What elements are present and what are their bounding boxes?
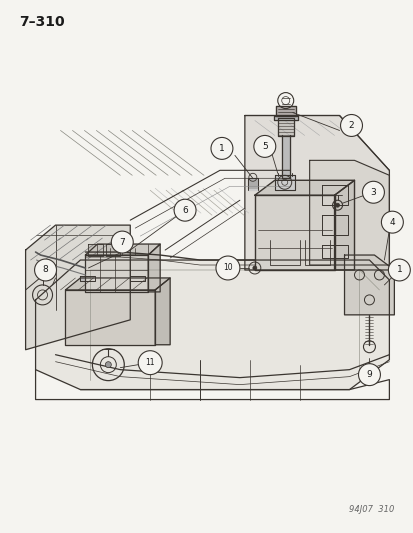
Circle shape bbox=[362, 181, 384, 203]
Polygon shape bbox=[36, 260, 389, 390]
Text: 3: 3 bbox=[370, 188, 375, 197]
Circle shape bbox=[211, 138, 233, 159]
Circle shape bbox=[216, 256, 239, 280]
Polygon shape bbox=[275, 106, 295, 116]
Circle shape bbox=[335, 203, 339, 207]
Text: 11: 11 bbox=[145, 358, 154, 367]
Circle shape bbox=[35, 259, 56, 281]
Polygon shape bbox=[344, 255, 394, 315]
Polygon shape bbox=[85, 244, 160, 255]
Polygon shape bbox=[148, 244, 160, 292]
Polygon shape bbox=[88, 244, 103, 256]
Text: 1: 1 bbox=[396, 265, 401, 274]
Polygon shape bbox=[277, 118, 293, 136]
Circle shape bbox=[387, 259, 409, 281]
Polygon shape bbox=[26, 225, 130, 350]
Text: 94J07  310: 94J07 310 bbox=[348, 505, 394, 514]
Circle shape bbox=[252, 266, 256, 270]
Polygon shape bbox=[80, 276, 95, 281]
Text: 10: 10 bbox=[223, 263, 232, 272]
Text: 9: 9 bbox=[366, 370, 371, 379]
Text: 5: 5 bbox=[261, 142, 267, 151]
Circle shape bbox=[138, 351, 162, 375]
Circle shape bbox=[174, 199, 196, 221]
Text: 8: 8 bbox=[43, 265, 48, 274]
Circle shape bbox=[111, 231, 133, 253]
Polygon shape bbox=[254, 195, 334, 270]
Circle shape bbox=[358, 364, 380, 385]
Text: 7–310: 7–310 bbox=[19, 15, 64, 29]
Circle shape bbox=[340, 115, 362, 136]
Text: 7: 7 bbox=[119, 238, 125, 247]
Polygon shape bbox=[273, 116, 297, 120]
Polygon shape bbox=[65, 290, 155, 345]
Polygon shape bbox=[309, 160, 389, 265]
Polygon shape bbox=[281, 135, 289, 179]
Polygon shape bbox=[65, 278, 170, 290]
Polygon shape bbox=[247, 179, 257, 190]
Polygon shape bbox=[274, 175, 294, 190]
Polygon shape bbox=[155, 278, 170, 345]
Text: 4: 4 bbox=[389, 217, 394, 227]
Polygon shape bbox=[244, 116, 389, 270]
Text: 6: 6 bbox=[182, 206, 188, 215]
Text: 1: 1 bbox=[218, 144, 224, 153]
Polygon shape bbox=[130, 276, 145, 281]
Polygon shape bbox=[254, 180, 354, 195]
Circle shape bbox=[105, 362, 111, 368]
Circle shape bbox=[253, 135, 275, 157]
Polygon shape bbox=[334, 180, 354, 270]
Text: 2: 2 bbox=[348, 121, 354, 130]
Polygon shape bbox=[85, 255, 148, 292]
Polygon shape bbox=[106, 244, 120, 256]
Circle shape bbox=[380, 211, 402, 233]
